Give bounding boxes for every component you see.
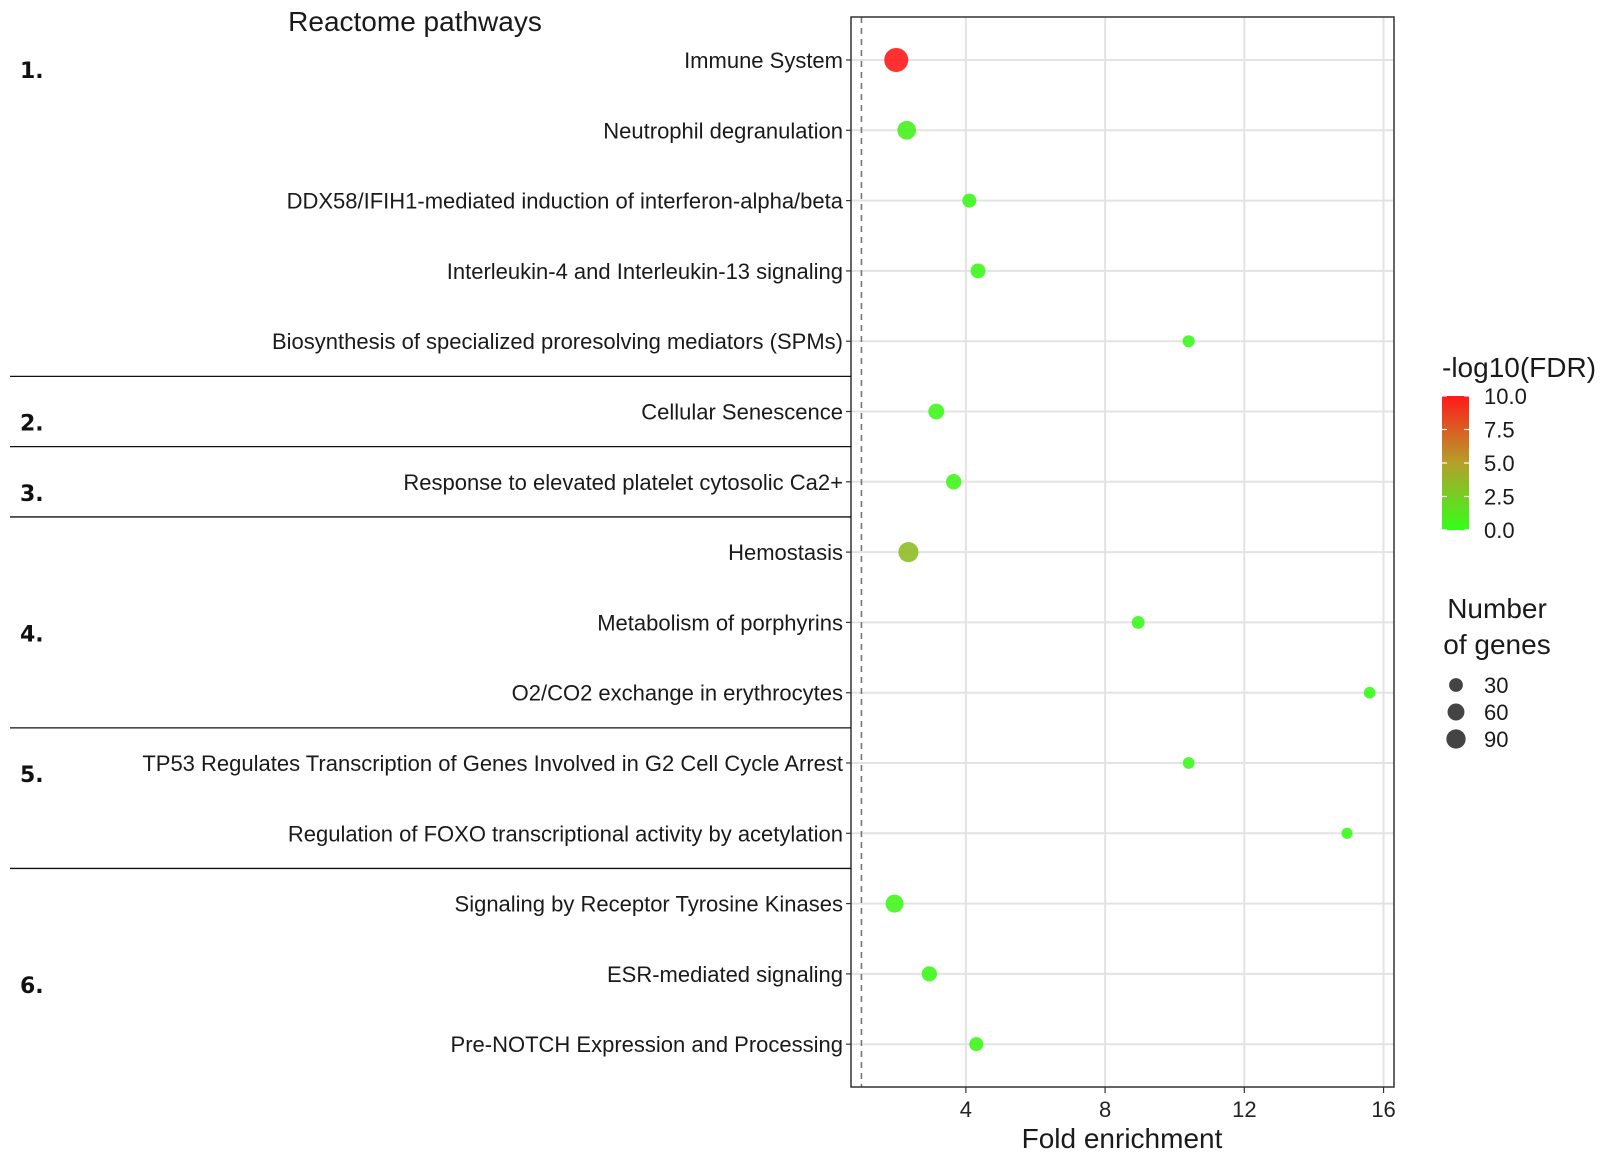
pathway-label: Signaling by Receptor Tyrosine Kinases <box>455 892 843 917</box>
group-number: 1. <box>20 59 44 84</box>
data-point <box>921 966 937 982</box>
color-legend-label: 5.0 <box>1484 451 1515 476</box>
color-legend: -log10(FDR) 10.0 7.5 5.0 2.5 0.0 <box>1442 352 1596 543</box>
size-legend-dot <box>1447 703 1465 721</box>
size-legend-label: 60 <box>1484 700 1508 725</box>
pathway-label: Neutrophil degranulation <box>603 118 843 143</box>
data-point <box>1182 335 1195 348</box>
group-separators <box>10 375 851 870</box>
pathway-label: Metabolism of porphyrins <box>597 610 843 635</box>
group-number: 2. <box>20 412 44 437</box>
data-point <box>885 894 904 913</box>
pathway-label: Cellular Senescence <box>641 400 843 425</box>
data-point <box>898 542 919 563</box>
pathway-label: Pre-NOTCH Expression and Processing <box>451 1032 843 1057</box>
x-tick-label: 8 <box>1099 1097 1111 1122</box>
x-tick-label: 4 <box>960 1097 972 1122</box>
pathway-label: Hemostasis <box>728 540 843 565</box>
pathway-label: Regulation of FOXO transcriptional activ… <box>288 821 843 846</box>
pathway-label: Response to elevated platelet cytosolic … <box>403 470 843 495</box>
x-axis-title: Fold enrichment <box>1022 1123 1223 1154</box>
color-legend-ticks: 10.0 7.5 5.0 2.5 0.0 <box>1442 384 1527 543</box>
group-number: 3. <box>20 482 44 507</box>
x-tick-label: 16 <box>1371 1097 1395 1122</box>
data-point <box>1363 686 1376 699</box>
data-point <box>1131 615 1145 629</box>
size-legend-title-line1: Number <box>1447 593 1547 624</box>
pathway-label: Interleukin-4 and Interleukin-13 signali… <box>447 259 843 284</box>
data-point <box>962 193 977 208</box>
data-point <box>884 47 909 73</box>
data-point <box>970 263 986 279</box>
group-numbers: 1. 2. 3. 4. 5. 6. <box>20 59 44 999</box>
pathway-label: TP53 Regulates Transcription of Genes In… <box>142 751 843 776</box>
color-legend-label: 2.5 <box>1484 485 1515 510</box>
size-legend-title-line2: of genes <box>1443 629 1550 660</box>
size-legend-label: 30 <box>1484 673 1508 698</box>
color-legend-label: 7.5 <box>1484 418 1515 443</box>
color-legend-label: 10.0 <box>1484 384 1527 409</box>
pathway-labels: Immune System Neutrophil degranulation DDX… <box>142 48 851 1057</box>
data-points <box>884 47 1376 1052</box>
data-point <box>1182 757 1195 769</box>
group-number: 4. <box>20 622 44 647</box>
data-point <box>897 120 917 140</box>
color-legend-title: -log10(FDR) <box>1442 352 1596 383</box>
color-legend-label: 0.0 <box>1484 518 1515 543</box>
pathway-label: O2/CO2 exchange in erythrocytes <box>512 681 843 706</box>
size-legend-dot <box>1446 729 1466 749</box>
x-axis-ticks: 4 8 12 16 <box>960 1087 1396 1122</box>
group-number: 5. <box>20 763 44 788</box>
pathway-label: Immune System <box>684 48 843 73</box>
pathway-label: Biosynthesis of specialized proresolving… <box>272 329 843 354</box>
x-tick-label: 12 <box>1232 1097 1256 1122</box>
plot-panel <box>850 16 1395 1088</box>
data-point <box>928 403 945 420</box>
group-number: 6. <box>20 974 44 999</box>
pathway-label: DDX58/IFIH1-mediated induction of interf… <box>287 189 844 214</box>
data-point <box>945 474 962 490</box>
size-legend-label: 90 <box>1484 727 1508 752</box>
data-point <box>969 1037 984 1052</box>
data-point <box>1341 827 1353 839</box>
size-legend-dot <box>1449 678 1463 692</box>
chart-title: Reactome pathways <box>288 6 542 37</box>
pathway-label: ESR-mediated signaling <box>607 962 843 987</box>
